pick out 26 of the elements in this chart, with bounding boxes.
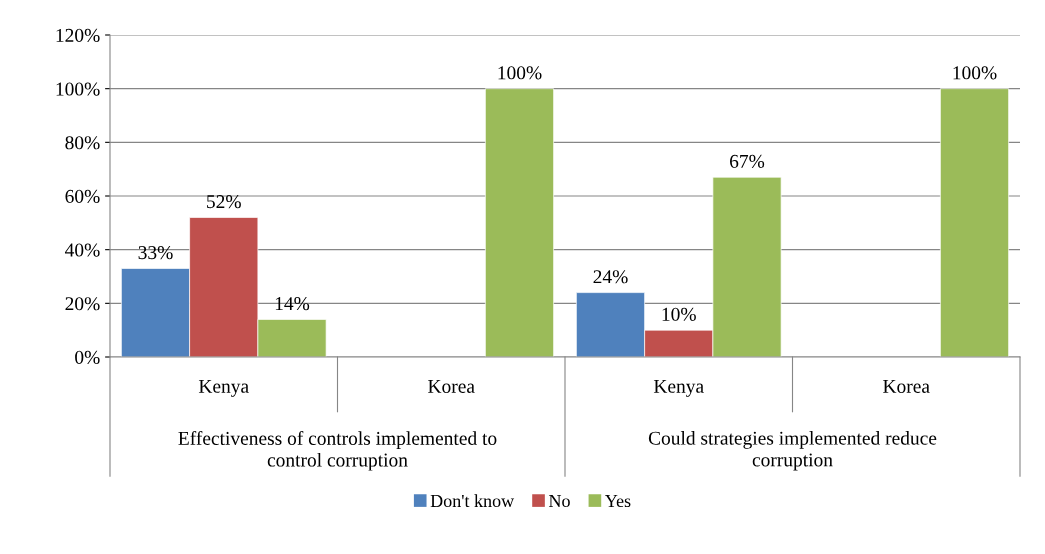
- legend-label: No: [548, 495, 570, 508]
- y-tick-label: 100%: [56, 82, 100, 96]
- data-label: 67%: [730, 154, 765, 168]
- y-tick-label: 20%: [65, 297, 100, 311]
- y-tick-label: 120%: [56, 28, 100, 42]
- y-tick-label: 0%: [75, 350, 100, 364]
- text: Effectiveness of controls implemented to control corruption: [178, 431, 497, 471]
- data-label: 24%: [593, 270, 628, 284]
- bar: [485, 88, 554, 357]
- y-tick-label: 40%: [65, 243, 100, 257]
- y-tick-label: 80%: [65, 136, 100, 150]
- x-tick-label: Korea: [883, 379, 930, 393]
- text: Could strategies implemented reduce corruption: [648, 431, 937, 471]
- y-tick-label: 60%: [65, 189, 100, 203]
- legend-label: Yes: [605, 495, 631, 508]
- data-label: 52%: [207, 195, 241, 209]
- data-label: 14%: [275, 297, 310, 311]
- data-label: 10%: [662, 307, 696, 321]
- data-label: 33%: [138, 246, 173, 260]
- data-label: 100%: [498, 66, 542, 80]
- x-tick-label: Kenya: [653, 379, 704, 397]
- data-label: 100%: [953, 66, 997, 80]
- x-tick-label: Kenya: [198, 379, 249, 397]
- legend-label: Don't know: [430, 494, 515, 508]
- bar: [940, 88, 1009, 357]
- x-tick-label: Korea: [428, 379, 475, 393]
